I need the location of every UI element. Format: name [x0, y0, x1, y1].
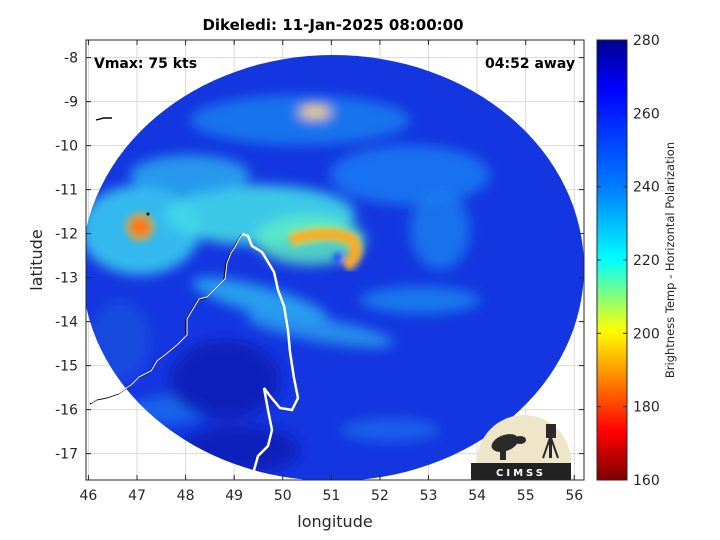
x-tick-label: 51	[322, 488, 340, 504]
x-tick-label: 56	[565, 488, 583, 504]
y-tick-label: -13	[55, 271, 78, 287]
colorbar-ticks: 280 260 240 220 200 180 160	[597, 33, 660, 489]
x-tick-label: 47	[128, 488, 146, 504]
y-tick-label: -10	[55, 139, 78, 155]
cimss-logo: CIMSS	[471, 415, 571, 480]
colorbar-tick-label: 220	[633, 253, 660, 269]
x-axis: 46 47 48 49 50 51 52 53 54 55 56	[80, 40, 583, 504]
colorbar-tick-label: 260	[633, 106, 660, 122]
y-axis-label: latitude	[27, 229, 46, 290]
y-axis: -8 -9 -10 -11 -12 -13 -14 -15 -16 -17	[55, 51, 584, 463]
colorbar-tick-label: 160	[633, 473, 660, 489]
x-tick-label: 48	[177, 488, 195, 504]
y-tick-label: -11	[55, 183, 78, 199]
logo-text: CIMSS	[496, 468, 546, 479]
x-tick-label: 46	[80, 488, 98, 504]
axes-frame	[85, 39, 585, 481]
y-tick-label: -14	[55, 315, 78, 331]
y-tick-label: -9	[64, 95, 78, 111]
y-tick-label: -8	[64, 51, 78, 67]
swath-image	[86, 55, 584, 480]
chart-title: Dikeledi: 11-Jan-2025 08:00:00	[202, 16, 463, 34]
x-tick-label: 54	[468, 488, 486, 504]
y-tick-label: -12	[55, 227, 78, 243]
x-tick-label: 50	[274, 488, 292, 504]
y-tick-label: -16	[55, 403, 78, 419]
y-tick-label: -17	[55, 447, 78, 463]
colorbar-tick-label: 180	[633, 400, 660, 416]
colorbar-tick-label: 240	[633, 180, 660, 196]
colorbar-tick-label: 200	[633, 326, 660, 342]
vmax-label: Vmax: 75 kts	[94, 56, 197, 72]
x-tick-label: 52	[371, 488, 389, 504]
x-tick-label: 49	[225, 488, 243, 504]
colorbar	[596, 39, 628, 481]
x-axis-label: longitude	[297, 512, 372, 531]
coastline	[89, 117, 300, 480]
time-away-label: 04:52 away	[485, 56, 575, 72]
y-tick-label: -15	[55, 359, 78, 375]
x-tick-label: 55	[517, 488, 535, 504]
colorbar-label: Brightness Temp - Horizontal Polarizatio…	[663, 142, 677, 378]
x-tick-label: 53	[420, 488, 438, 504]
colorbar-tick-label: 280	[633, 33, 660, 49]
